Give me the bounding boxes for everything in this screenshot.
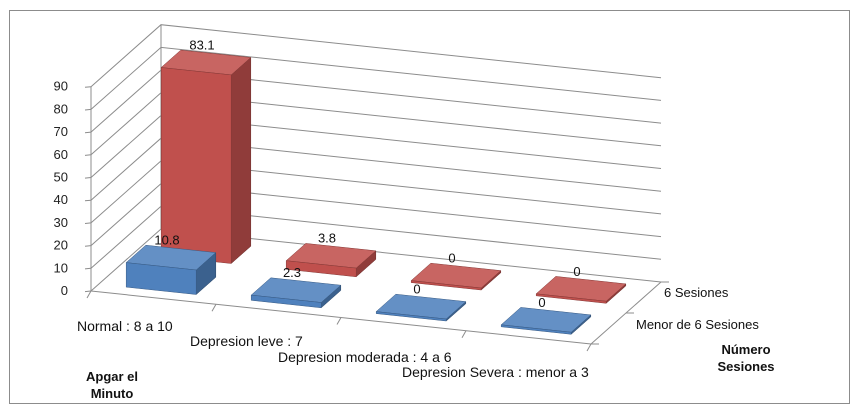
y-tick-mark: [84, 177, 92, 179]
y-tick-label: 90: [54, 79, 68, 94]
data-label: 0: [413, 282, 420, 297]
x-tick-mark: [461, 330, 467, 338]
bar: [375, 311, 447, 322]
bar: [125, 262, 197, 295]
bar: [500, 324, 572, 335]
y-tick-mark: [84, 222, 92, 224]
bar: [250, 294, 322, 309]
y-tick-mark: [84, 131, 92, 134]
y-tick-label: 10: [54, 260, 68, 275]
y-tick-label: 60: [54, 147, 68, 162]
data-label: 83.1: [189, 37, 214, 52]
bar: [410, 280, 482, 291]
bar: [285, 260, 357, 278]
y-tick-mark: [84, 245, 92, 247]
data-label: 3.8: [318, 231, 336, 246]
depth-series-label: 6 Sesiones: [664, 285, 729, 300]
data-label: 0: [538, 295, 545, 310]
y-tick-label: 40: [54, 192, 68, 207]
y-tick-label: 80: [54, 101, 68, 116]
depth-series-label: Menor de 6 Sesiones: [636, 317, 759, 332]
x-category-label: Depresion Severa : menor a 3: [402, 364, 589, 380]
data-label: 0: [573, 264, 580, 279]
data-label: 2.3: [283, 265, 301, 280]
data-label: 10.8: [154, 233, 179, 248]
y-tick-label: 30: [54, 215, 68, 230]
x-category-label: Normal : 8 a 10: [77, 318, 173, 334]
bar-side: [230, 56, 252, 265]
y-tick-label: 0: [61, 283, 68, 298]
y-tick-mark: [84, 290, 92, 293]
depth-axis-title: Número Sesiones: [717, 342, 774, 374]
y-tick-label: 20: [54, 238, 68, 253]
y-tick-mark: [84, 108, 92, 111]
x-axis-title: Apgar el Minuto: [86, 369, 138, 401]
x-tick-mark: [336, 317, 342, 325]
y-tick-label: 70: [54, 124, 68, 139]
x-tick-mark: [211, 304, 217, 312]
y-tick-mark: [84, 86, 92, 88]
x-tick-mark: [86, 290, 92, 299]
x-category-label: Depresion leve : 7: [190, 333, 303, 349]
bar: [535, 293, 607, 304]
y-tick-mark: [84, 199, 92, 202]
y-tick-label: 50: [54, 170, 68, 185]
y-tick-mark: [84, 267, 92, 270]
x-category-label: Depresion moderada : 4 a 6: [278, 349, 452, 365]
x-tick-mark: [586, 343, 592, 352]
data-label: 0: [448, 251, 455, 266]
y-tick-mark: [84, 154, 92, 156]
